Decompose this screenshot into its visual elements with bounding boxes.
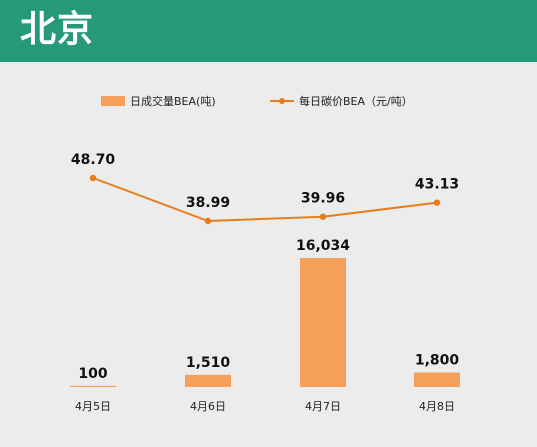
- line-data-label: 38.99: [186, 195, 230, 211]
- legend-bar-label: 日成交量BEA(吨): [130, 94, 216, 108]
- x-tick-label: 4月5日: [75, 400, 111, 413]
- legend-line-label: 每日碳价BEA（元/吨）: [299, 94, 413, 108]
- x-tick-label: 4月6日: [190, 400, 226, 413]
- legend: 日成交量BEA(吨) 每日碳价BEA（元/吨）: [101, 94, 413, 108]
- x-tick-label: 4月8日: [419, 400, 455, 413]
- legend-line-marker: [279, 98, 285, 104]
- line-point: [204, 217, 212, 225]
- line-data-label: 39.96: [301, 191, 345, 207]
- bar-data-label: 100: [78, 366, 107, 382]
- line-data-label: 43.13: [415, 177, 459, 193]
- line-point: [433, 199, 441, 206]
- header-bar: 北京: [0, 0, 537, 62]
- bar: [414, 372, 460, 387]
- price-line: [92, 177, 438, 223]
- x-axis-ticks: 4月5日 4月6日 4月7日 4月8日: [75, 400, 455, 413]
- page-title: 北京: [20, 9, 95, 50]
- line-data-label: 48.70: [71, 152, 116, 168]
- x-tick-label: 4月7日: [305, 400, 341, 413]
- bar: [300, 258, 346, 387]
- bar: [185, 374, 231, 387]
- bar-data-label: 1,510: [186, 355, 231, 371]
- bar-data-label: 1,800: [415, 353, 460, 369]
- line-point: [89, 174, 97, 182]
- bar-series: 100 1,510 16,034 1,800: [70, 238, 460, 387]
- legend-bar-swatch: [101, 96, 125, 106]
- line-point: [319, 213, 327, 220]
- bar-data-label: 16,034: [296, 238, 350, 254]
- line-series: 48.70 38.99 39.96 43.13: [71, 152, 459, 225]
- bar: [70, 385, 116, 387]
